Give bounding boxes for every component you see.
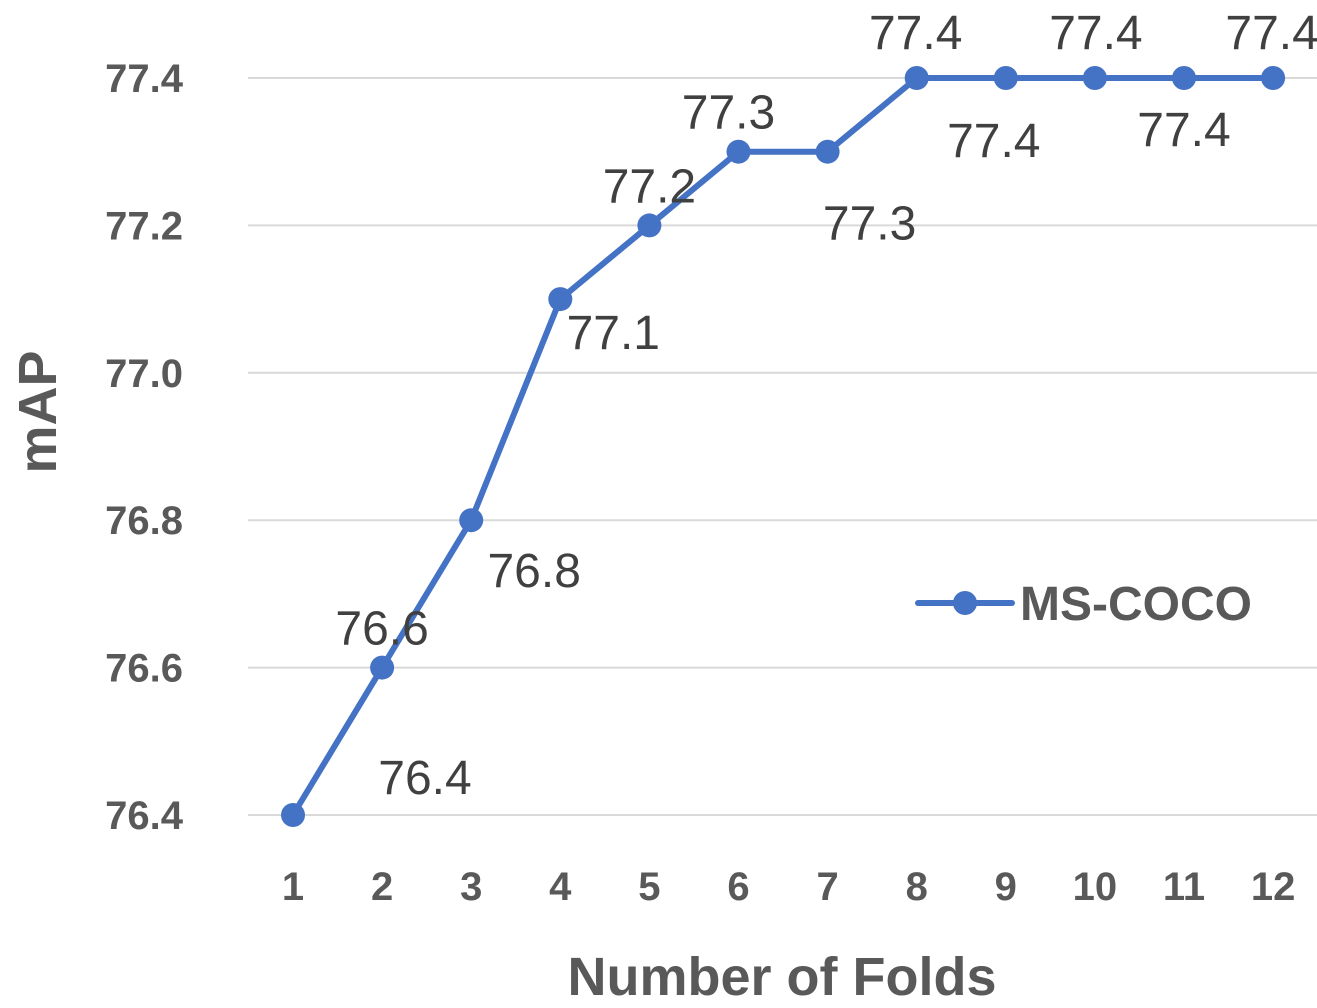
data-label: 77.1: [567, 307, 660, 360]
x-tick-label: 4: [549, 865, 572, 909]
series-layer: [281, 66, 1286, 827]
data-point: [548, 287, 573, 312]
legend-label-ms-coco: MS-COCO: [1020, 578, 1252, 631]
data-label: 76.8: [487, 545, 580, 598]
x-tick-label: 5: [638, 865, 660, 909]
series-line-ms-coco: [290, 75, 1277, 818]
data-point: [281, 803, 305, 827]
y-axis-ticks: 76.4 76.6 76.8 77.0 77.2 77.4: [105, 57, 184, 838]
data-label: 77.3: [823, 198, 916, 251]
x-tick-label: 9: [995, 865, 1017, 909]
legend: MS-COCO: [915, 578, 1252, 631]
x-tick-label: 12: [1251, 865, 1296, 909]
x-tick-label: 10: [1073, 865, 1118, 909]
x-tick-label: 2: [371, 865, 393, 909]
x-axis-title: Number of Folds: [568, 947, 997, 1007]
y-axis-title: mAP: [8, 350, 68, 473]
data-label: 76.6: [335, 603, 428, 656]
x-tick-label: 11: [1163, 865, 1205, 909]
data-label: 77.2: [603, 160, 696, 213]
x-tick-label: 8: [906, 865, 928, 909]
y-tick-label: 77.2: [105, 204, 183, 248]
data-point: [1261, 66, 1286, 90]
data-label: 77.4: [869, 7, 962, 60]
y-tick-label: 76.8: [105, 499, 183, 543]
legend-marker-ms-coco: [953, 591, 977, 615]
x-tick-label: 1: [282, 865, 304, 909]
data-label: 77.3: [682, 87, 775, 140]
x-tick-label: 3: [460, 865, 482, 909]
data-point: [815, 139, 840, 164]
data-point: [1082, 66, 1107, 90]
data-label: 77.4: [1049, 7, 1142, 60]
x-tick-label: 6: [727, 865, 749, 909]
gridlines: [248, 77, 1317, 816]
y-tick-label: 77.4: [105, 57, 184, 101]
x-tick-label: 7: [816, 865, 838, 909]
data-label: 76.4: [378, 752, 471, 805]
y-tick-label: 76.6: [105, 647, 183, 691]
y-tick-label: 76.4: [105, 794, 184, 838]
x-axis-ticks: 1 2 3 4 5 6 7 8 9 10 11 12: [282, 865, 1295, 909]
data-point: [459, 508, 484, 533]
data-point: [993, 66, 1018, 90]
data-point: [904, 66, 929, 90]
data-point: [370, 655, 395, 680]
data-point: [726, 139, 751, 164]
data-label: 77.4: [947, 115, 1040, 168]
data-label: 77.4: [1225, 7, 1317, 60]
data-label: 77.4: [1137, 104, 1230, 157]
data-point: [1172, 66, 1196, 90]
data-point: [637, 213, 662, 238]
data-labels: 76.4 76.6 76.8 77.1 77.2 77.3 77.3 77.4 77.4 77.4…: [335, 7, 1317, 805]
y-tick-label: 77.0: [105, 352, 183, 396]
